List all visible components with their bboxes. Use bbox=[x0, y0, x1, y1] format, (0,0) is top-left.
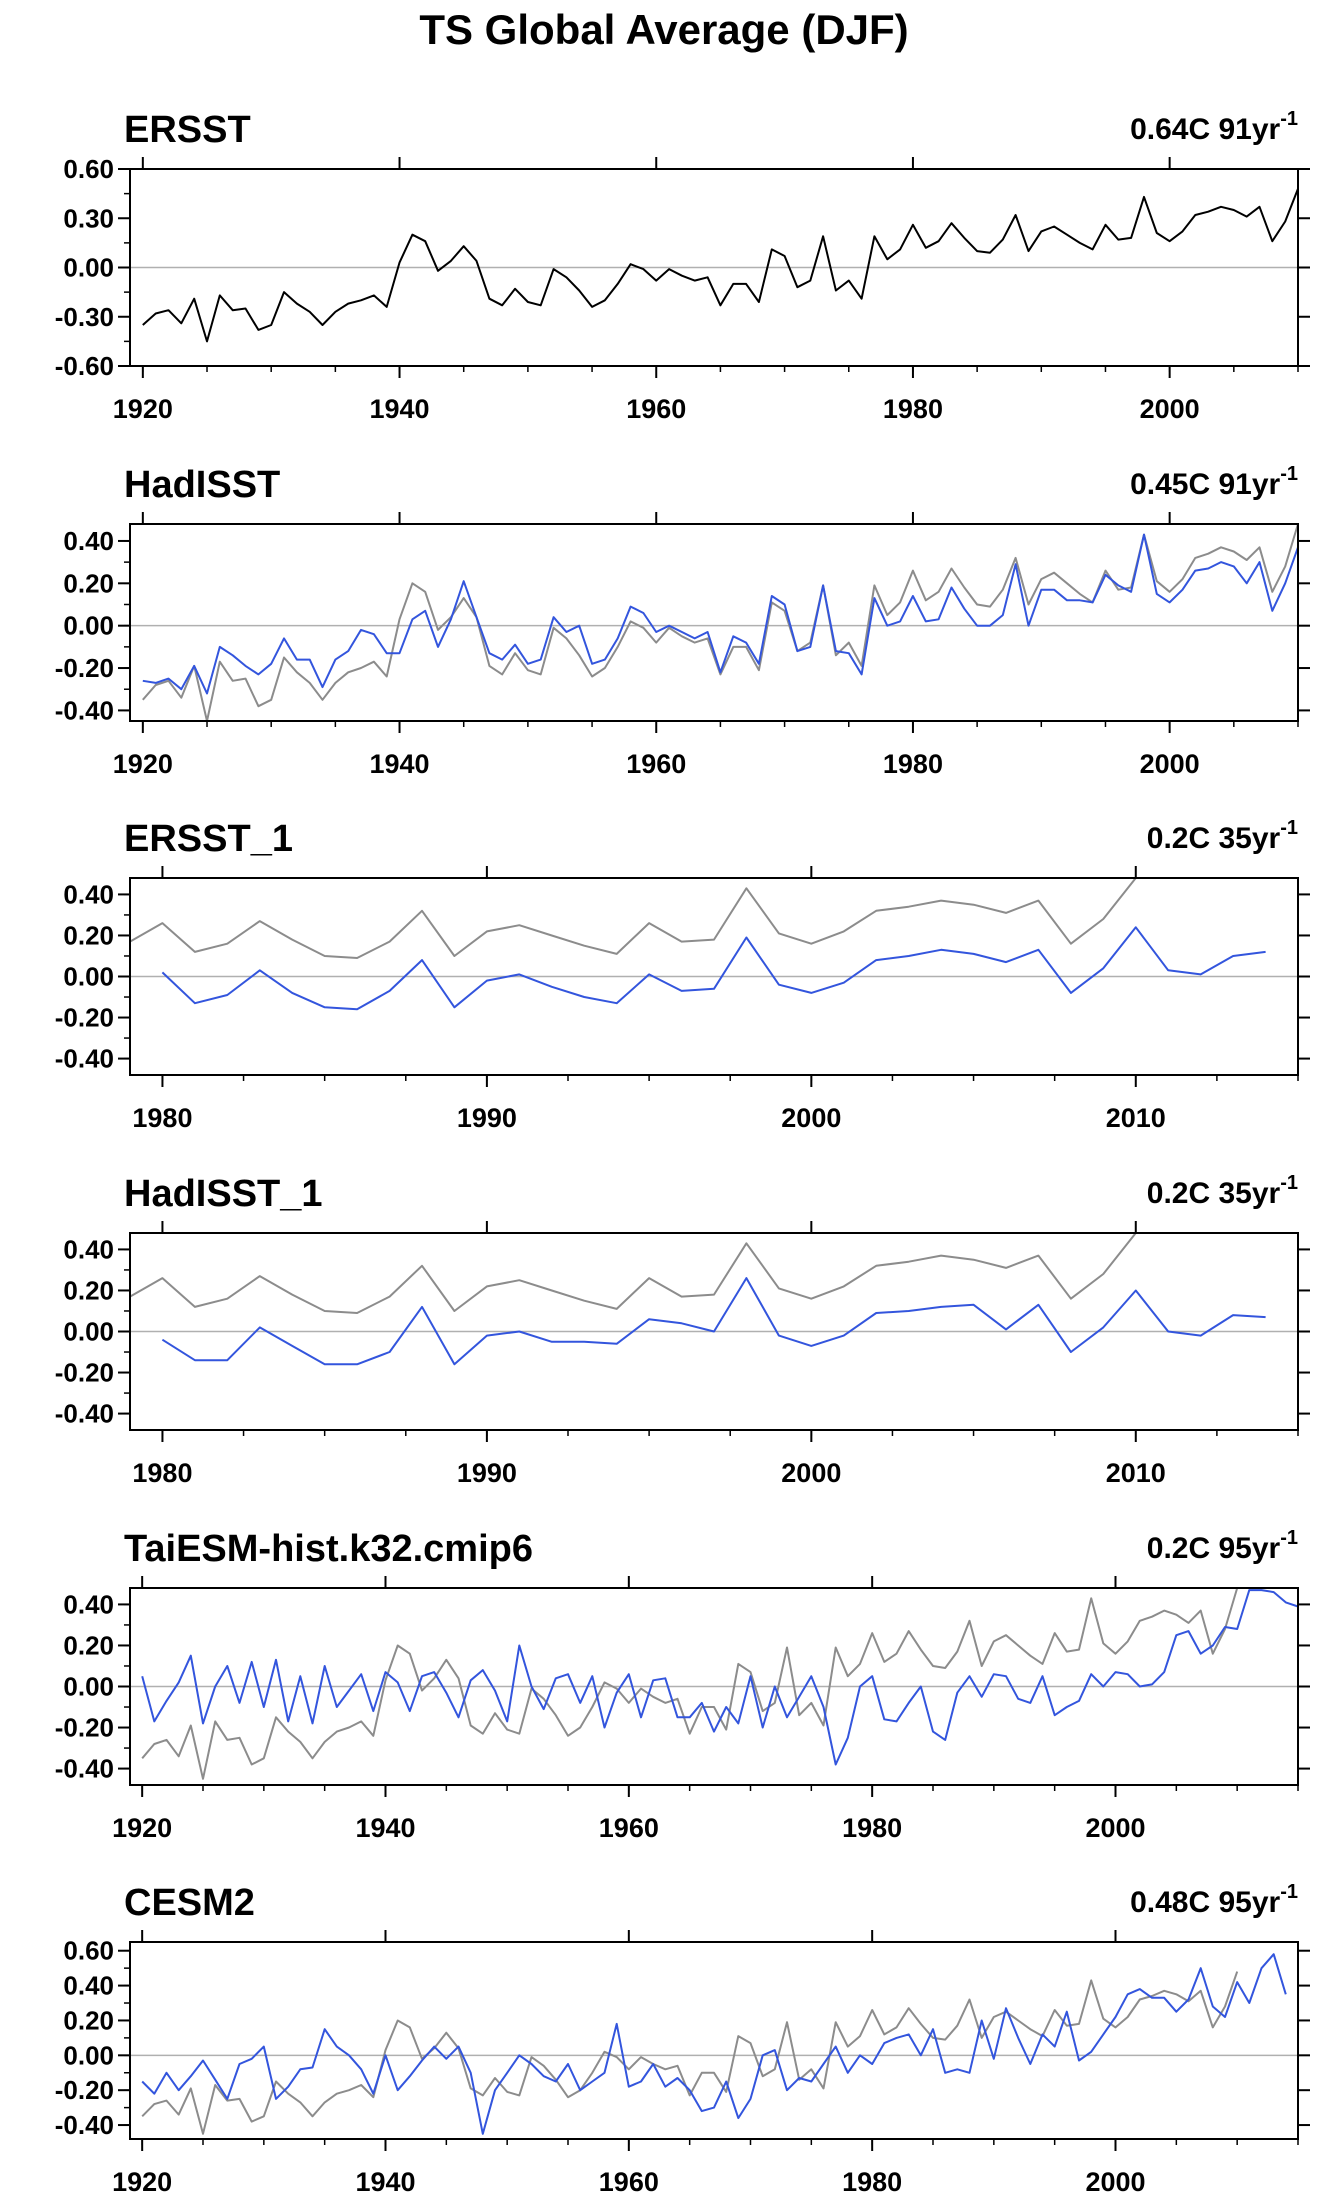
x-tick-label: 1940 bbox=[355, 2167, 415, 2197]
y-tick-label: -0.30 bbox=[55, 302, 114, 332]
panel-1: ERSST 0.64C 91yr-1 -0.60 -0.30 0.00 0.30 0.60 1… bbox=[55, 108, 1310, 424]
x-tick-label: 1990 bbox=[457, 1458, 517, 1488]
trend-superscript: -1 bbox=[1280, 108, 1298, 130]
y-tick-label: -0.40 bbox=[55, 695, 114, 725]
y-tick-label: 0.40 bbox=[63, 1589, 114, 1619]
x-tick-label: 2010 bbox=[1106, 1103, 1166, 1133]
x-tick-label: 1960 bbox=[599, 1813, 659, 1843]
page-title: TS Global Average (DJF) bbox=[419, 6, 909, 53]
series-line-ref bbox=[141, 1587, 1239, 1780]
panel-title: ERSST_1 bbox=[124, 818, 293, 860]
panel-3: ERSST_1 0.2C 35yr-1 -0.40 -0.20 0.00 0.20 0.40… bbox=[55, 817, 1310, 1133]
y-tick-label: -0.20 bbox=[55, 653, 114, 683]
series-line-ref bbox=[141, 1971, 1239, 2135]
y-tick-label: -0.40 bbox=[55, 1399, 114, 1429]
panel-title: ERSST bbox=[124, 109, 251, 151]
panel-title: TaiESM-hist.k32.cmip6 bbox=[124, 1528, 533, 1570]
trend-label: 0.2C 95yr-1 bbox=[1147, 1527, 1298, 1565]
x-tick-label: 1960 bbox=[626, 749, 686, 779]
series-line-ref bbox=[142, 523, 1299, 722]
y-tick-label: 0.40 bbox=[63, 879, 114, 909]
panel-title: HadISST bbox=[124, 464, 280, 506]
y-tick-label: -0.20 bbox=[55, 1003, 114, 1033]
y-tick-label: -0.20 bbox=[55, 1358, 114, 1388]
plot-frame bbox=[129, 1941, 1299, 2140]
x-tick-label: 1980 bbox=[842, 2167, 902, 2197]
y-tick-label: 0.00 bbox=[63, 1317, 114, 1347]
panel-title: HadISST_1 bbox=[124, 1173, 323, 1215]
x-tick-label: 1920 bbox=[113, 394, 173, 424]
series-line-model bbox=[141, 1589, 1299, 1766]
y-tick-label: 0.40 bbox=[63, 1971, 114, 2001]
x-tick-label: 1940 bbox=[369, 749, 429, 779]
panel-2: HadISST 0.45C 91yr-1 -0.40 -0.20 0.00 0.20 0.4… bbox=[55, 463, 1310, 779]
y-tick-label: -0.60 bbox=[55, 351, 114, 381]
x-tick-label: 1920 bbox=[112, 1813, 172, 1843]
trend-superscript: -1 bbox=[1280, 817, 1298, 839]
trend-label: 0.2C 35yr-1 bbox=[1147, 817, 1298, 855]
x-tick-label: 2010 bbox=[1106, 1458, 1166, 1488]
y-tick-label: 0.00 bbox=[63, 1672, 114, 1702]
trend-label: 0.64C 91yr-1 bbox=[1130, 108, 1298, 146]
y-tick-label: -0.40 bbox=[55, 1754, 114, 1784]
x-tick-label: 1960 bbox=[599, 2167, 659, 2197]
plot-frame bbox=[129, 523, 1299, 722]
series-line-model bbox=[161, 926, 1266, 1011]
x-tick-label: 1940 bbox=[369, 394, 429, 424]
series-line-model bbox=[141, 1953, 1287, 2135]
y-tick-label: 0.20 bbox=[63, 1275, 114, 1305]
y-tick-label: 0.30 bbox=[63, 203, 114, 233]
trend-label: 0.2C 35yr-1 bbox=[1147, 1172, 1298, 1210]
x-tick-label: 1940 bbox=[355, 1813, 415, 1843]
trend-label: 0.45C 91yr-1 bbox=[1130, 463, 1298, 501]
panel-title: CESM2 bbox=[124, 1882, 255, 1924]
y-tick-label: 0.00 bbox=[63, 611, 114, 641]
panel-5: TaiESM-hist.k32.cmip6 0.2C 95yr-1 -0.40 -0.… bbox=[55, 1527, 1310, 1843]
x-tick-label: 1920 bbox=[112, 2167, 172, 2197]
panel-6: CESM2 0.48C 95yr-1 -0.40 -0.20 0.00 0.20 0.40 0… bbox=[55, 1881, 1310, 2197]
x-tick-label: 2000 bbox=[781, 1103, 841, 1133]
y-tick-label: 0.40 bbox=[63, 526, 114, 556]
y-tick-label: 0.00 bbox=[63, 962, 114, 992]
y-tick-label: 0.60 bbox=[63, 154, 114, 184]
series-line-model bbox=[161, 1277, 1266, 1366]
series-line-ref bbox=[129, 1232, 1137, 1314]
y-tick-label: 0.20 bbox=[63, 568, 114, 598]
y-tick-label: -0.20 bbox=[55, 2075, 114, 2105]
trend-label: 0.48C 95yr-1 bbox=[1130, 1881, 1298, 1919]
series-line-model bbox=[142, 533, 1299, 695]
x-tick-label: 2000 bbox=[1140, 749, 1200, 779]
x-tick-label: 1980 bbox=[132, 1103, 192, 1133]
y-tick-label: -0.40 bbox=[55, 2110, 114, 2140]
y-tick-label: 0.20 bbox=[63, 1630, 114, 1660]
x-tick-label: 1980 bbox=[842, 1813, 902, 1843]
x-tick-label: 1980 bbox=[883, 394, 943, 424]
series-line-obs bbox=[142, 188, 1299, 343]
trend-superscript: -1 bbox=[1280, 1881, 1298, 1903]
y-tick-label: 0.20 bbox=[63, 920, 114, 950]
x-tick-label: 1980 bbox=[132, 1458, 192, 1488]
panel-4: HadISST_1 0.2C 35yr-1 -0.40 -0.20 0.00 0.20 0.… bbox=[55, 1172, 1310, 1488]
series-line-ref bbox=[129, 877, 1137, 959]
x-tick-label: 2000 bbox=[781, 1458, 841, 1488]
y-tick-label: -0.20 bbox=[55, 1713, 114, 1743]
x-tick-label: 1980 bbox=[883, 749, 943, 779]
x-tick-label: 2000 bbox=[1085, 1813, 1145, 1843]
trend-superscript: -1 bbox=[1280, 1172, 1298, 1194]
y-tick-label: 0.40 bbox=[63, 1234, 114, 1264]
x-tick-label: 2000 bbox=[1140, 394, 1200, 424]
y-tick-label: -0.40 bbox=[55, 1044, 114, 1074]
y-tick-label: 0.60 bbox=[63, 1936, 114, 1966]
y-tick-label: 0.20 bbox=[63, 2005, 114, 2035]
x-tick-label: 1960 bbox=[626, 394, 686, 424]
trend-superscript: -1 bbox=[1280, 1527, 1298, 1549]
x-tick-label: 1990 bbox=[457, 1103, 517, 1133]
x-tick-label: 2000 bbox=[1085, 2167, 1145, 2197]
y-tick-label: 0.00 bbox=[63, 2040, 114, 2070]
x-tick-label: 1920 bbox=[113, 749, 173, 779]
y-tick-label: 0.00 bbox=[63, 253, 114, 283]
trend-superscript: -1 bbox=[1280, 463, 1298, 485]
